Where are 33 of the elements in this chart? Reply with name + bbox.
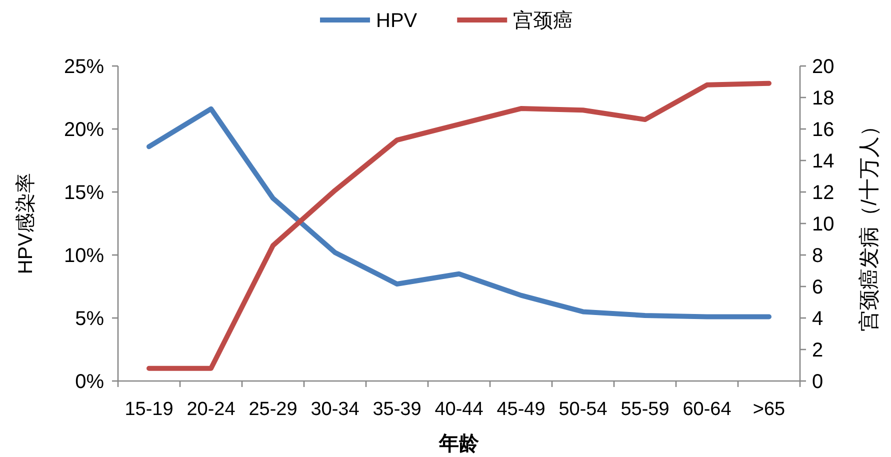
y2-tick-label: 12 [812, 182, 834, 204]
x-tick-label: 15-19 [124, 399, 174, 420]
legend-label: HPV [376, 10, 418, 32]
y-tick-label: 0% [75, 371, 104, 393]
x-tick-label: 35-39 [372, 399, 422, 420]
x-tick-label: 60-64 [682, 399, 732, 420]
x-tick-label: 45-49 [496, 399, 546, 420]
y2-tick-label: 0 [812, 371, 824, 393]
x-tick-label: 25-29 [248, 399, 298, 420]
y2-tick-label: 18 [812, 88, 834, 110]
x-tick-label: 40-44 [434, 399, 484, 420]
x-tick-label: >65 [752, 399, 786, 420]
y2-tick-label: 10 [812, 214, 834, 236]
y2-tick-label: 2 [812, 340, 824, 362]
x-tick-label: 55-59 [620, 399, 670, 420]
x-tick-label: 50-54 [558, 399, 608, 420]
x-axis-title: 年龄 [438, 433, 480, 455]
x-tick-label: 20-24 [186, 399, 236, 420]
y-axis-title: HPV感染率 [15, 172, 37, 274]
y-tick-label: 10% [64, 245, 104, 267]
y-tick-label: 20% [64, 119, 104, 141]
y2-tick-label: 20 [812, 56, 834, 78]
y2-tick-label: 14 [812, 150, 834, 172]
y2-tick-label: 4 [812, 308, 824, 330]
y-tick-label: 5% [75, 308, 104, 330]
y-tick-label: 15% [64, 182, 104, 204]
y2-tick-label: 6 [812, 276, 824, 298]
y2-tick-label: 16 [812, 119, 834, 141]
x-tick-label: 30-34 [310, 399, 360, 420]
y-tick-label: 25% [64, 56, 104, 78]
legend-label: 宫颈癌 [513, 9, 574, 32]
y2-tick-label: 8 [812, 245, 824, 267]
y2-axis-title: 宫颈癌发病（/十万人） [858, 116, 881, 332]
